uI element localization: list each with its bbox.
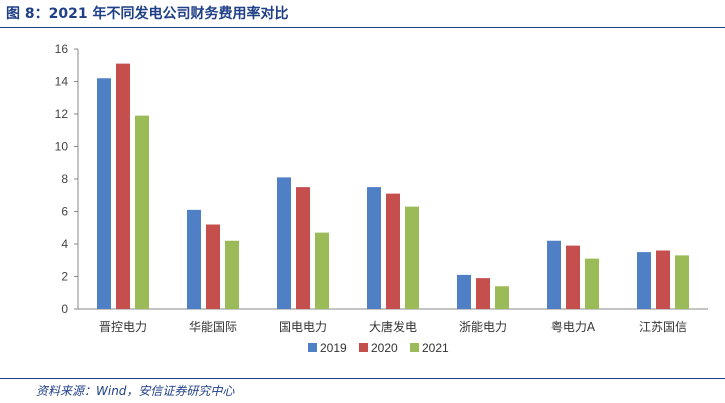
chart-axes: 0 2 4 6 8 10 12 14 16 (55, 42, 708, 316)
bar-2021-6 (675, 255, 689, 309)
chart-legend: 2019 2020 2021 (308, 341, 449, 355)
bar-chart: 0 2 4 6 8 10 12 14 16 晋控电力 华能国际 国电电力 大唐发电 浙能电力 粤电力A 江苏… (55, 42, 708, 355)
y-tick-label: 4 (61, 237, 68, 251)
category-label: 晋控电力 (99, 320, 147, 334)
bar-2021-4 (495, 286, 509, 309)
bar-2019-3 (367, 187, 381, 309)
bar-2019-5 (547, 240, 561, 309)
figure-title: 图 8：2021 年不同发电公司财务费用率对比 (6, 6, 289, 22)
title-rule (0, 27, 725, 28)
category-label: 华能国际 (189, 320, 237, 334)
y-tick-label: 0 (61, 302, 68, 316)
legend-label-2020: 2020 (371, 341, 398, 355)
category-label: 国电电力 (279, 320, 327, 334)
y-tick-label: 8 (61, 172, 68, 186)
chart-bars (97, 63, 689, 309)
legend-swatch-2021 (410, 343, 419, 352)
bar-2019-6 (637, 252, 651, 309)
bar-2021-1 (225, 240, 239, 309)
category-label: 江苏国信 (639, 320, 687, 334)
category-labels: 晋控电力 华能国际 国电电力 大唐发电 浙能电力 粤电力A 江苏国信 (99, 319, 687, 334)
legend-label-2019: 2019 (320, 341, 347, 355)
source-note: 资料来源：Wind，安信证券研究中心 (36, 384, 235, 398)
bar-2020-3 (386, 193, 400, 309)
bar-2020-2 (296, 187, 310, 309)
bar-2021-5 (585, 258, 599, 309)
source-rule (0, 378, 725, 379)
bar-2019-0 (97, 78, 111, 309)
bar-2019-4 (457, 274, 471, 309)
bar-2019-2 (277, 177, 291, 309)
bar-2020-6 (656, 250, 670, 309)
y-tick-label: 14 (55, 75, 69, 89)
legend-swatch-2020 (359, 343, 368, 352)
y-tick-label: 16 (55, 42, 69, 56)
category-label: 大唐发电 (369, 319, 417, 334)
y-tick-label: 6 (61, 205, 68, 219)
bar-2021-3 (405, 206, 419, 309)
bar-2020-1 (206, 224, 220, 309)
y-tick-label: 2 (61, 270, 68, 284)
category-label: 浙能电力 (459, 320, 507, 334)
y-tick-label: 12 (55, 107, 69, 121)
bar-2020-0 (116, 63, 130, 309)
bar-2021-2 (315, 232, 329, 309)
bar-2021-0 (135, 115, 149, 309)
legend-label-2021: 2021 (422, 341, 449, 355)
bar-2020-5 (566, 245, 580, 309)
bar-2019-1 (187, 209, 201, 309)
bar-2020-4 (476, 278, 490, 309)
legend-swatch-2019 (308, 343, 317, 352)
category-label: 粤电力A (551, 319, 596, 334)
y-tick-label: 10 (55, 140, 69, 154)
